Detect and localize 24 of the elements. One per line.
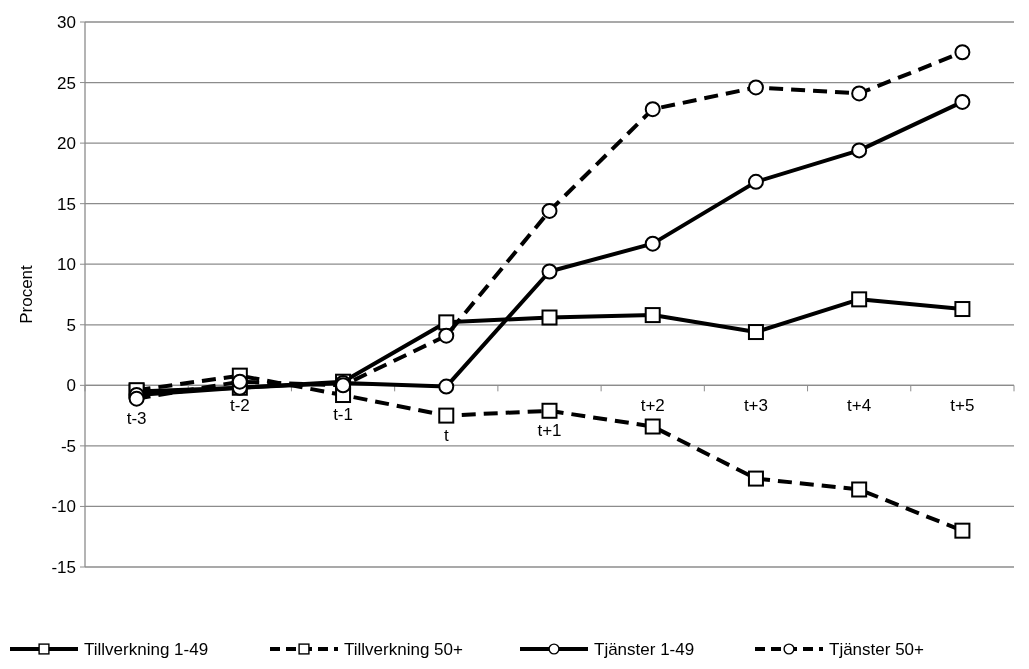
y-axis-title: Procent [17, 264, 36, 324]
x-tick-label: t-3 [126, 408, 147, 428]
y-tick-label: -15 [51, 557, 76, 577]
y-tick-label: 5 [66, 315, 76, 335]
x-tick-label: t+3 [743, 396, 768, 416]
x-tick-label: t [443, 425, 449, 445]
legend-label: Tillverkning 50+ [344, 639, 463, 659]
y-tick-label: 30 [57, 12, 76, 32]
y-tick-label: 10 [57, 255, 76, 275]
legend-label: Tjänster 1-49 [594, 639, 695, 659]
x-tick-label: t-1 [333, 404, 353, 424]
x-tick-label: t+4 [847, 396, 872, 416]
y-tick-label: 0 [66, 376, 76, 396]
legend-label: Tjänster 50+ [829, 639, 925, 659]
y-tick-label: -5 [60, 436, 76, 456]
y-tick-label: 15 [57, 194, 76, 214]
y-tick-label: -10 [51, 497, 76, 517]
x-tick-label: t+1 [537, 420, 562, 440]
legend-label: Tillverkning 1-49 [84, 639, 209, 659]
x-tick-label: t+5 [950, 396, 975, 416]
y-tick-label: 20 [57, 134, 76, 154]
x-tick-label: t+2 [640, 396, 665, 416]
y-tick-label: 25 [57, 73, 76, 93]
x-tick-label: t-2 [229, 396, 250, 416]
